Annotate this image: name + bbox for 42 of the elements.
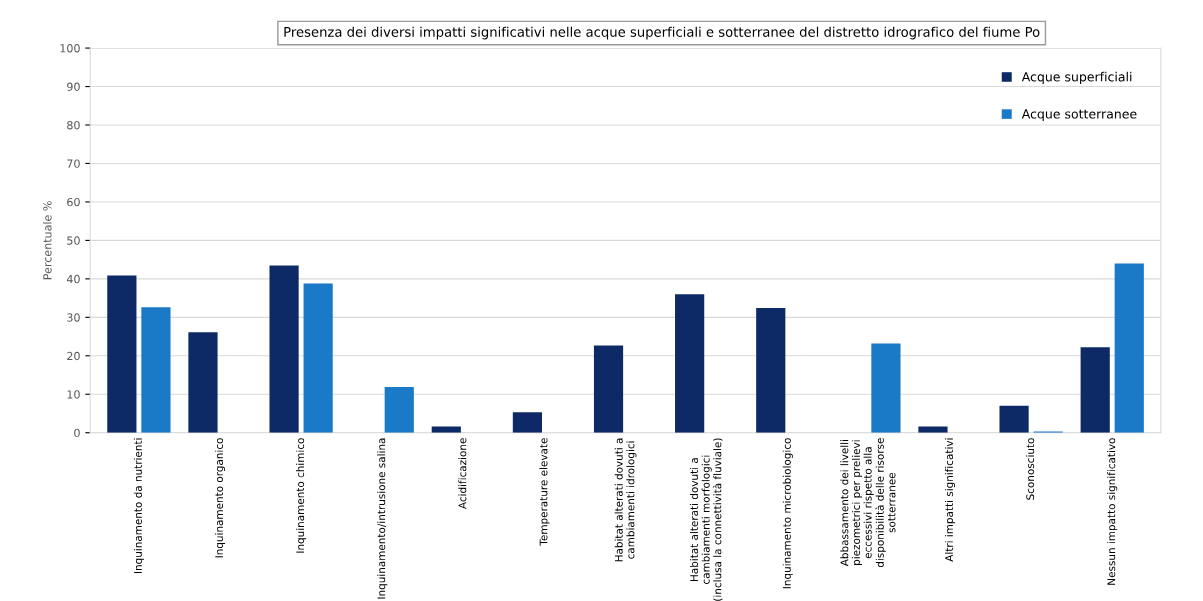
bar xyxy=(188,332,218,433)
x-tick-label: Nessun impatto significativo xyxy=(1107,438,1118,585)
bar xyxy=(756,308,786,433)
bar xyxy=(141,307,171,433)
x-tick-label: Temperature elevate xyxy=(539,438,550,546)
x-tick-label: Habitat alterati dovuti a cambiamenti idrologici xyxy=(614,438,637,562)
legend-label: Acque sotterranee xyxy=(1021,109,1137,122)
y-tick-label: 0 xyxy=(74,428,80,438)
bar xyxy=(675,294,705,433)
y-tick-label: 70 xyxy=(67,159,80,168)
bar xyxy=(871,343,901,433)
bar xyxy=(384,386,414,433)
x-tick-label: Inquinamento/intrusione salina xyxy=(377,438,388,599)
x-tick-label: Habitat alterati dovuti a cambiamenti morfologici (inclusa la connettività fluviale) xyxy=(689,438,723,601)
x-tick-label: Sconosciuto xyxy=(1026,438,1035,500)
y-tick-label: 20 xyxy=(67,351,80,361)
y-tick-label: 100 xyxy=(60,44,80,53)
y-tick-label: 10 xyxy=(67,390,80,399)
bar xyxy=(999,405,1029,433)
chart-title: Presenza dei diversi impatti significativi nelle acque superficiali e sotterranee del distretto idrografico del fiume Po xyxy=(284,26,1040,40)
y-tick-label: 50 xyxy=(67,236,80,245)
x-tick-label: Inquinamento da nutrienti xyxy=(133,438,144,574)
bar xyxy=(269,265,299,433)
y-tick-label: 90 xyxy=(67,82,80,91)
x-tick-label: Altri impatti significativi xyxy=(944,438,956,562)
x-tick-label: Inquinamento chimico xyxy=(296,438,307,553)
x-tick-label: Inquinamento organico xyxy=(214,438,226,558)
x-tick-label: Inquinamento microbiologico xyxy=(782,438,793,589)
x-tick-label: Acidificazione xyxy=(458,438,467,509)
y-tick-label: 60 xyxy=(67,197,80,207)
y-tick-label: 40 xyxy=(66,274,80,284)
bar xyxy=(107,275,137,433)
y-tick-label: 30 xyxy=(67,313,80,322)
legend-label: Acque superficiali xyxy=(1021,71,1132,84)
bar xyxy=(303,283,333,433)
y-tick-label: 80 xyxy=(67,120,80,130)
bar xyxy=(593,345,624,433)
x-tick-label: Abbassamento dei livelli piezometrici per prelievi eccessivi rispetto alla disponibilità delle risorse sotterranee xyxy=(840,438,896,568)
y-axis-title: Percentuale % xyxy=(42,201,52,280)
bar xyxy=(1114,263,1144,433)
bar xyxy=(1080,347,1110,433)
bar xyxy=(512,412,543,433)
